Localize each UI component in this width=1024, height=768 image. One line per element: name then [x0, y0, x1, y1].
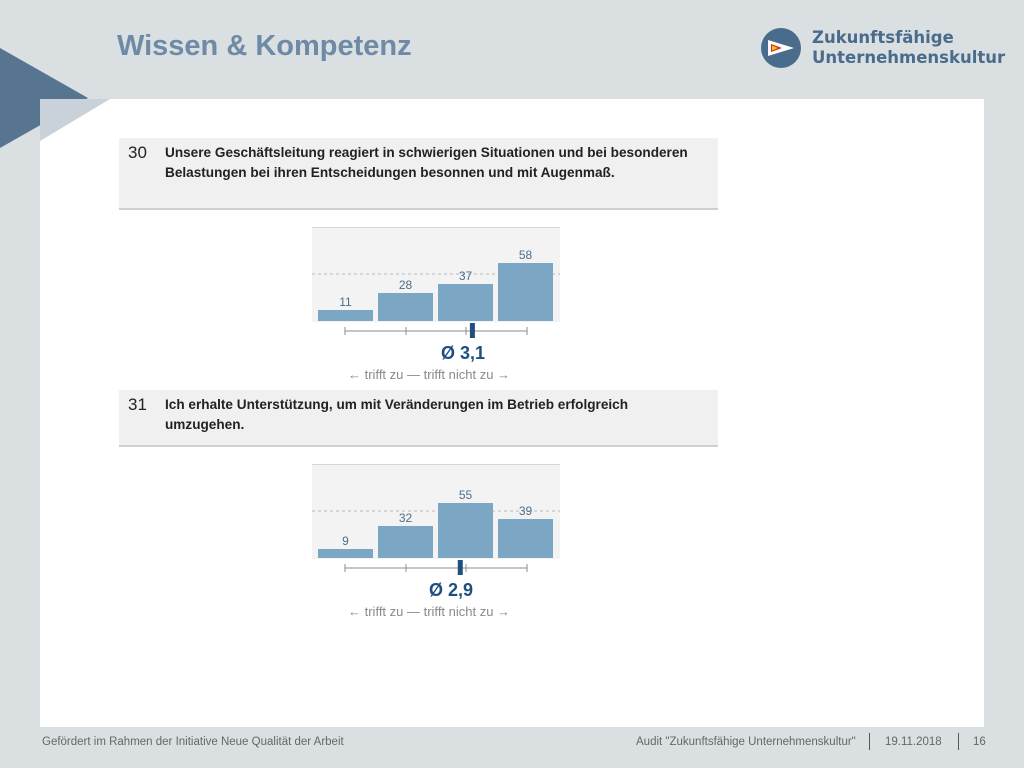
question-text: Unsere Geschäftsleitung reagiert in schw… — [165, 145, 688, 180]
chart-bar — [378, 526, 433, 558]
footer-date: 19.11.2018 — [885, 736, 942, 748]
chart-bar — [318, 310, 373, 321]
logo: Zukunftsfähige Unternehmenskultur — [760, 27, 1005, 69]
footer-page-number: 16 — [973, 736, 986, 748]
chart-question-30: 11 28 37 58 Ø 3,1 ← trifft zu — trifft nich… — [312, 227, 560, 417]
chart-data-label: 55 — [459, 488, 473, 502]
footer-funding-note: Gefördert im Rahmen der Initiative Neue … — [42, 736, 344, 748]
chart-data-label: 39 — [519, 504, 533, 518]
chart-data-label: 58 — [519, 248, 533, 262]
logo-text-line1: Zukunftsfähige — [812, 28, 954, 47]
chart-bar — [438, 503, 493, 558]
question-text: Ich erhalte Unterstützung, um mit Veränd… — [165, 397, 629, 432]
chart-data-label: 11 — [339, 295, 352, 309]
chart-bar — [498, 263, 553, 321]
chart-data-label: 9 — [342, 534, 349, 548]
mean-value: Ø 3,1 — [441, 343, 486, 363]
chart-question-31: 9 32 55 39 Ø 2,9 ← trifft zu — trifft nicht… — [312, 464, 560, 654]
scale-legend: ← trifft zu — trifft nicht zu → — [348, 604, 511, 619]
logo-icon — [761, 28, 801, 68]
chart-bar — [498, 519, 553, 558]
logo-text-line2: Unternehmenskultur — [812, 48, 1006, 67]
bar-chart-30: 11 28 37 58 — [312, 227, 560, 338]
slide-title: Wissen & Kompetenz — [117, 30, 412, 62]
chart-data-label: 37 — [459, 269, 473, 283]
footer-audit-name: Audit "Zukunftsfähige Unternehmenskultur… — [636, 736, 856, 748]
mean-marker — [469, 323, 475, 338]
scale-legend: ← trifft zu — trifft nicht zu → — [348, 367, 511, 382]
footer-divider — [958, 733, 959, 750]
question-31-header: 31 Ich erhalte Unterstützung, um mit Ver… — [119, 390, 718, 447]
question-number: 30 — [128, 143, 147, 162]
mean-marker — [457, 560, 463, 575]
footer-divider — [869, 733, 870, 750]
chart-bar — [318, 549, 373, 558]
chart-data-label: 32 — [399, 511, 413, 525]
question-number: 31 — [128, 395, 147, 414]
chart-data-label: 28 — [399, 278, 413, 292]
chart-bar — [378, 293, 433, 321]
question-30-header: 30 Unsere Geschäftsleitung reagiert in s… — [119, 138, 718, 210]
mean-value: Ø 2,9 — [429, 580, 474, 600]
chart-bar — [438, 284, 493, 321]
bar-chart-31: 9 32 55 39 — [312, 464, 560, 575]
